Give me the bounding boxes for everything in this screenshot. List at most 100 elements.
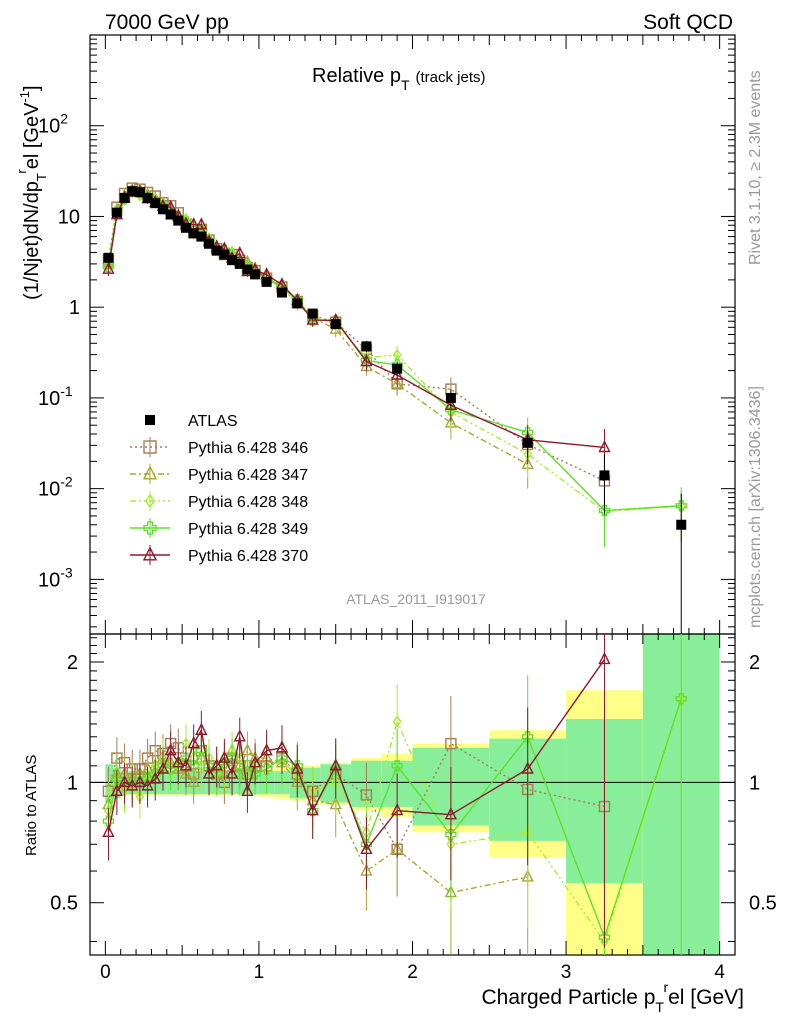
data-point [307, 308, 318, 319]
data-point [119, 192, 130, 203]
data-point [157, 204, 168, 215]
data-point [180, 222, 191, 233]
data-point [204, 238, 215, 249]
marker-shape [675, 692, 687, 705]
marker-shape [127, 186, 138, 197]
marker-shape [306, 803, 319, 816]
marker-shape [360, 841, 373, 855]
y-tick-base: 10 [58, 206, 80, 228]
legend-label: Pythia 6.428 348 [188, 494, 308, 511]
data-point [150, 198, 161, 209]
marker-shape [391, 760, 403, 772]
ratio-tick-label-left: 1 [67, 772, 78, 794]
series-marker-ratio [249, 768, 261, 780]
series-marker-ratio [391, 760, 403, 772]
data-point [227, 255, 238, 266]
marker-shape [110, 783, 124, 796]
series-marker-ratio [118, 774, 131, 788]
marker-shape [210, 758, 223, 771]
marker-shape [225, 766, 239, 779]
chart-title-sub: T [401, 77, 410, 93]
chart-title: Relative pT (track jets) [312, 65, 486, 93]
legend-marker [142, 546, 158, 561]
series-marker-ratio [110, 783, 124, 796]
series-marker-ratio [260, 763, 273, 775]
marker-shape [445, 737, 457, 750]
data-point [196, 231, 207, 242]
x-tick-label: 0 [100, 962, 111, 983]
ratio-uncertainty-bands [105, 634, 720, 955]
data-point [234, 258, 245, 269]
marker-shape [261, 276, 272, 287]
series-marker-ratio [111, 773, 123, 785]
series-marker-main [102, 260, 115, 273]
series-marker-ratio [179, 758, 193, 771]
ratio-tick-label-right: 2 [749, 652, 760, 674]
marker-shape [329, 758, 342, 771]
x-label-sup: r [663, 979, 668, 995]
series-marker-main [598, 504, 611, 517]
legend-label: Pythia 6.428 347 [188, 467, 308, 484]
ratio-panel-series [102, 634, 687, 955]
y-tick-label: 10-3 [38, 564, 73, 591]
series-marker-ratio [149, 771, 162, 784]
marker-shape [445, 392, 456, 403]
series-marker-ratio [241, 760, 254, 772]
y-tick-base: 10 [38, 116, 60, 138]
x-axis-label: Charged Particle pTrel [GeV] [481, 979, 744, 1015]
series-marker-ratio [218, 750, 231, 763]
series-marker-main [306, 312, 319, 325]
legend-entry: Pythia 6.428 347 [130, 464, 308, 484]
marker-shape [241, 760, 254, 772]
data-point [127, 186, 138, 197]
data-point [165, 209, 176, 220]
series-line-main [107, 191, 682, 513]
series-marker-ratio [291, 760, 303, 772]
stat-uncertainty-band [105, 764, 114, 803]
marker-shape [145, 415, 155, 425]
series-marker-ratio [275, 740, 289, 753]
main-panel-series [102, 182, 687, 634]
chart-title-main: Relative p [312, 65, 401, 87]
series-marker-main [391, 376, 404, 389]
ratio-tick-label-right: 0.5 [749, 893, 777, 915]
marker-shape [598, 931, 611, 943]
marker-shape [150, 198, 161, 209]
data-point [361, 341, 372, 352]
y-label-end: ] [21, 85, 43, 91]
data-point [330, 319, 341, 330]
marker-shape [204, 238, 215, 249]
marker-shape [195, 722, 208, 735]
series-marker-ratio [675, 692, 687, 705]
series-marker-ratio [306, 803, 319, 816]
marker-shape [598, 651, 611, 665]
data-point [134, 187, 145, 198]
legend-marker [142, 465, 158, 480]
marker-shape [598, 504, 611, 517]
series-marker-main [102, 261, 115, 274]
marker-shape [142, 546, 158, 561]
x-label-sub: T [655, 999, 664, 1015]
marker-shape [219, 249, 230, 260]
x-label-main: Charged Particle p [481, 986, 655, 1009]
series-marker-ratio [291, 761, 304, 774]
x-tick-label: 4 [714, 962, 725, 983]
marker-shape [187, 736, 200, 749]
marker-shape [143, 440, 157, 454]
series-marker-ratio [202, 766, 216, 779]
legend-entry: Pythia 6.428 370 [130, 545, 308, 565]
y-label-exp: -1 [17, 91, 32, 103]
marker-shape [444, 397, 458, 410]
legend-marker [144, 493, 156, 509]
series-marker-ratio [360, 838, 373, 850]
marker-shape [275, 740, 289, 753]
series-marker-ratio [172, 755, 185, 768]
x-label-tail: el [GeV] [668, 986, 744, 1009]
marker-shape [360, 838, 373, 850]
marker-shape [260, 763, 273, 775]
marker-shape [111, 773, 123, 785]
header-right: Soft QCD [643, 11, 733, 34]
series-marker-ratio [126, 778, 139, 791]
data-point [292, 298, 303, 309]
